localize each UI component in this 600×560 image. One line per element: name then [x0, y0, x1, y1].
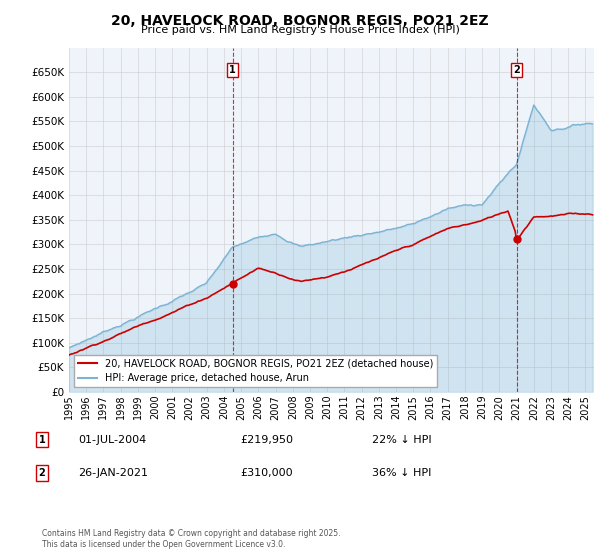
Text: Price paid vs. HM Land Registry's House Price Index (HPI): Price paid vs. HM Land Registry's House …	[140, 25, 460, 35]
Text: 1: 1	[38, 435, 46, 445]
Text: 2: 2	[513, 65, 520, 75]
Text: 2: 2	[38, 468, 46, 478]
Text: 36% ↓ HPI: 36% ↓ HPI	[372, 468, 431, 478]
Legend: 20, HAVELOCK ROAD, BOGNOR REGIS, PO21 2EZ (detached house), HPI: Average price, : 20, HAVELOCK ROAD, BOGNOR REGIS, PO21 2E…	[74, 354, 437, 387]
Text: Contains HM Land Registry data © Crown copyright and database right 2025.
This d: Contains HM Land Registry data © Crown c…	[42, 529, 341, 549]
Text: 01-JUL-2004: 01-JUL-2004	[78, 435, 146, 445]
Text: £219,950: £219,950	[240, 435, 293, 445]
Text: 1: 1	[229, 65, 236, 75]
Text: 26-JAN-2021: 26-JAN-2021	[78, 468, 148, 478]
Text: 22% ↓ HPI: 22% ↓ HPI	[372, 435, 431, 445]
Text: 20, HAVELOCK ROAD, BOGNOR REGIS, PO21 2EZ: 20, HAVELOCK ROAD, BOGNOR REGIS, PO21 2E…	[111, 14, 489, 28]
Text: £310,000: £310,000	[240, 468, 293, 478]
